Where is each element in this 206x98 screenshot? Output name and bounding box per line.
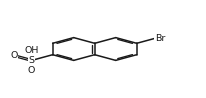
Text: OH: OH bbox=[24, 46, 39, 55]
Text: S: S bbox=[28, 56, 34, 65]
Text: O: O bbox=[10, 51, 17, 60]
Text: O: O bbox=[28, 66, 35, 75]
Text: Br: Br bbox=[154, 34, 165, 43]
